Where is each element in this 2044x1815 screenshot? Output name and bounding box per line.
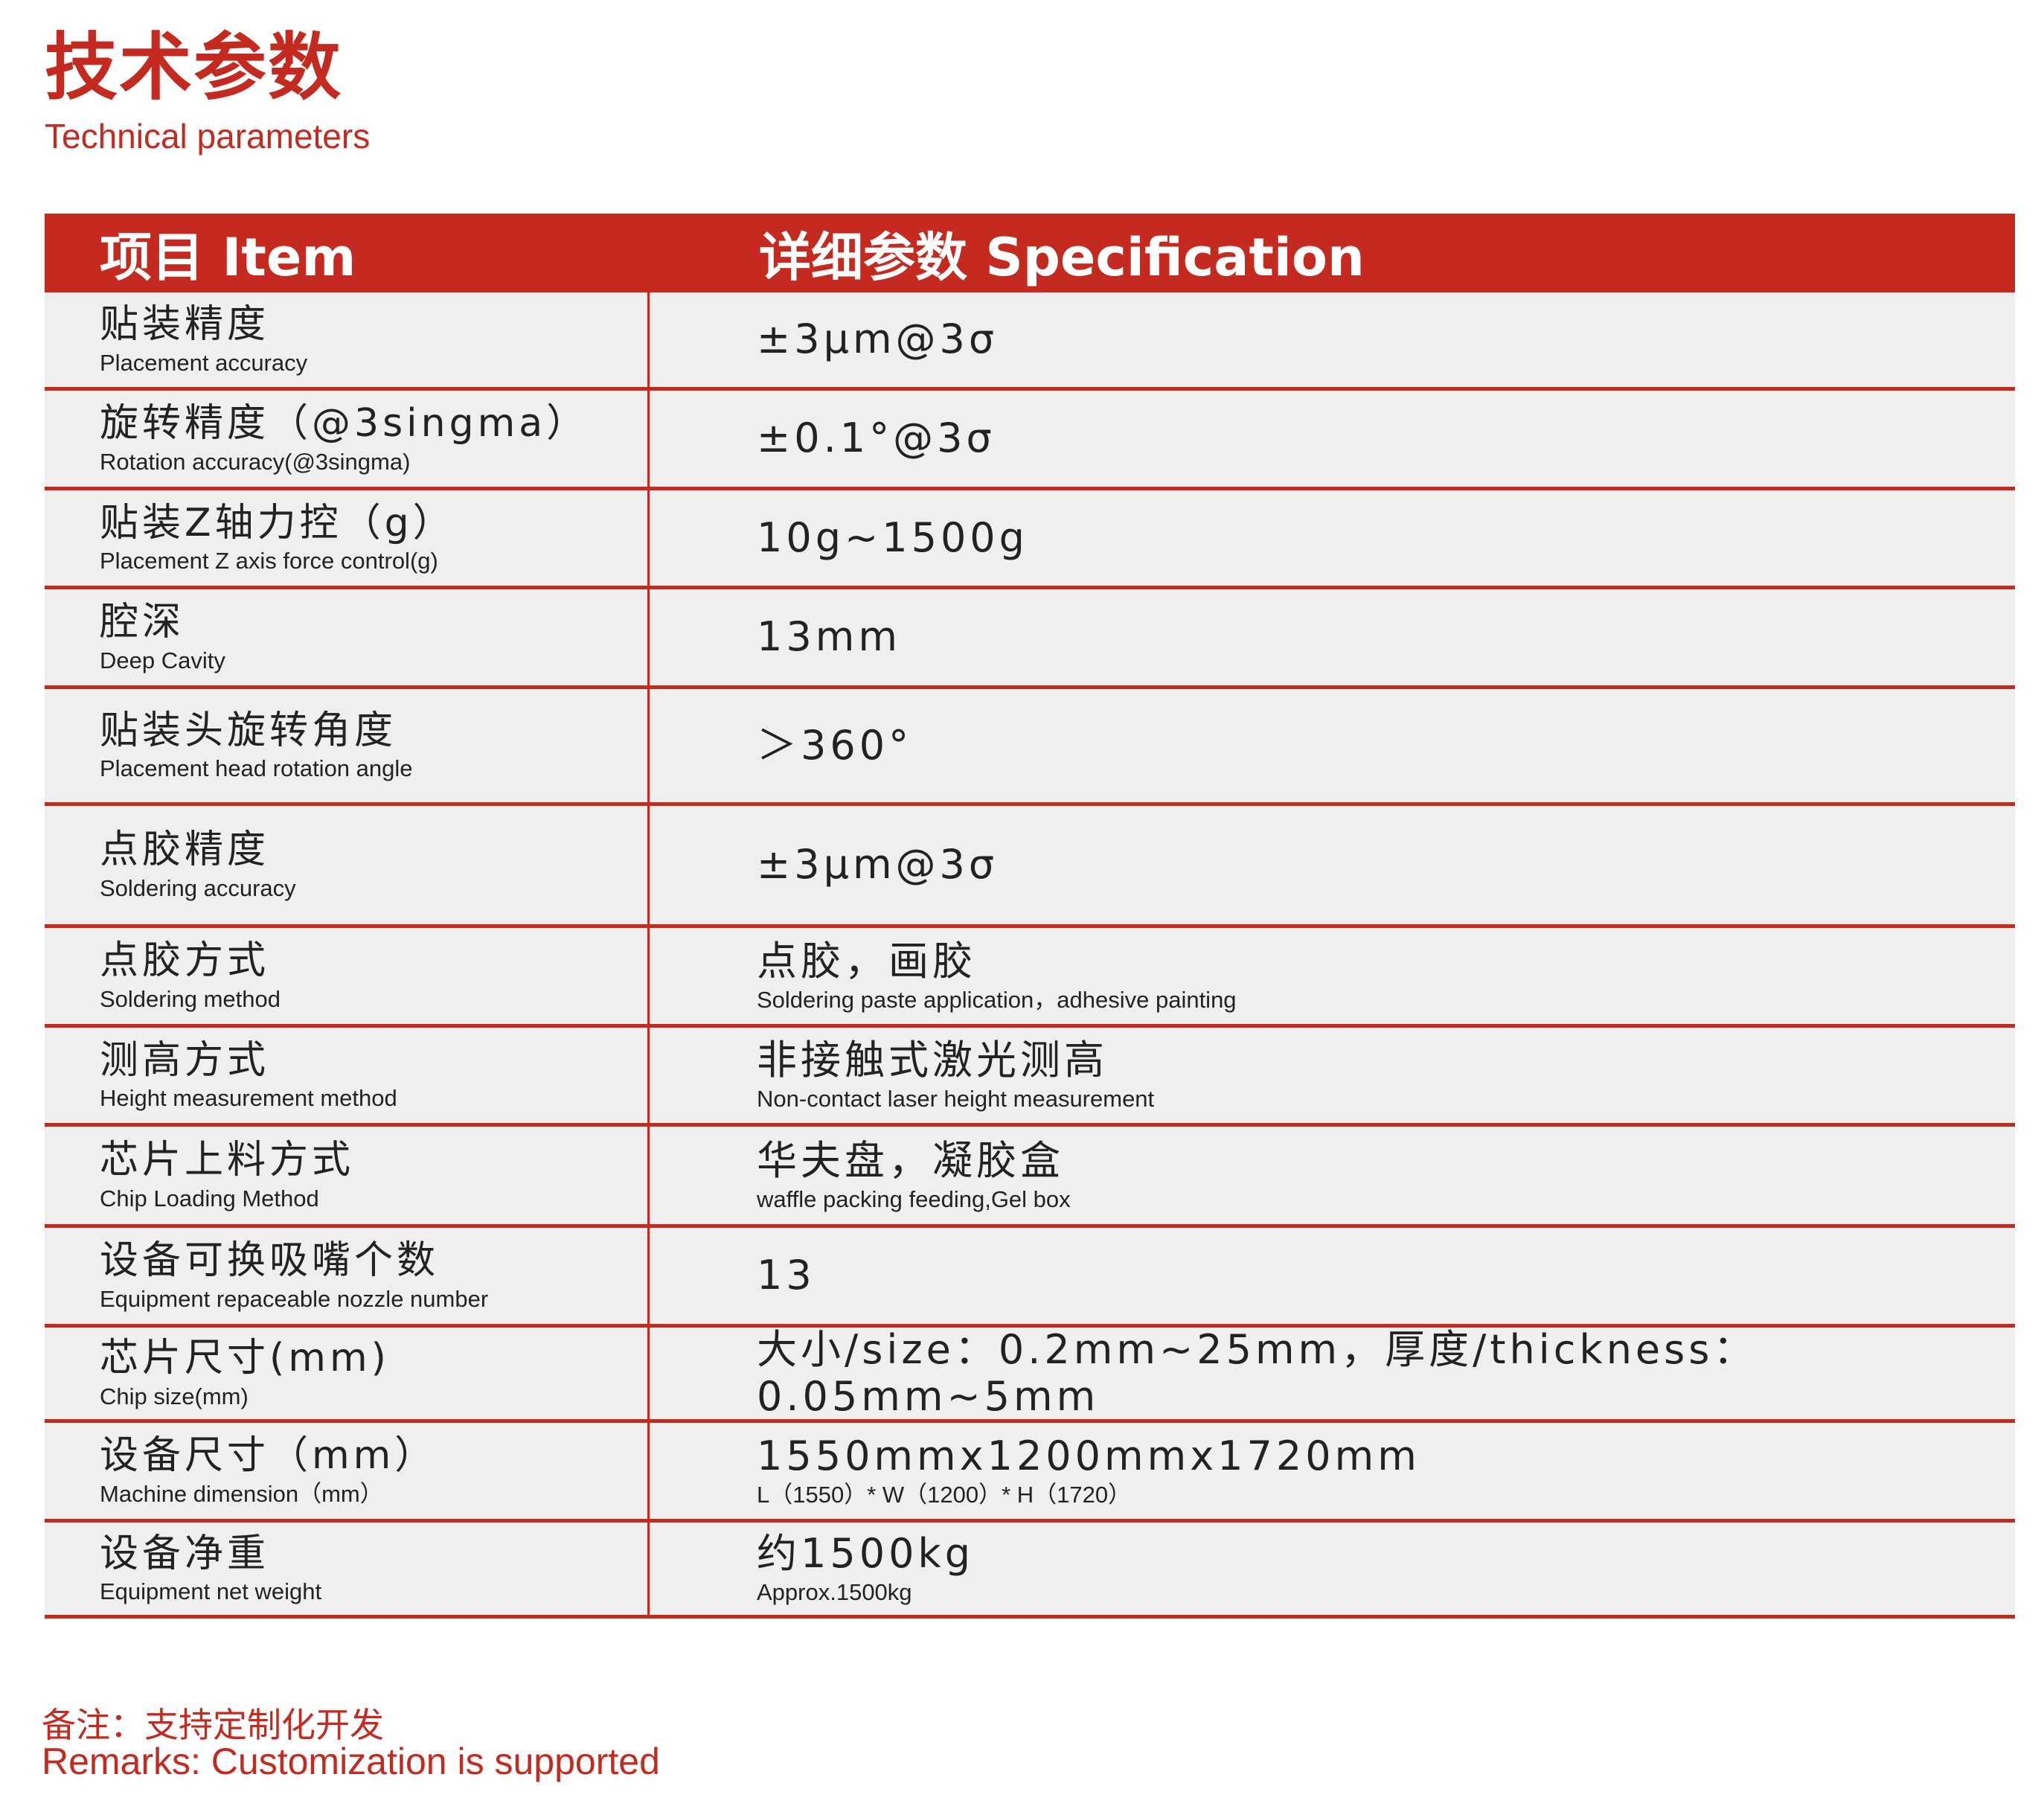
item-en: Equipment repaceable nozzle number	[100, 1285, 489, 1312]
item-cn: 贴装Z轴力控（g）	[100, 500, 455, 545]
value-main: ＞360°	[757, 721, 913, 769]
item-cell: 贴装Z轴力控（g） Placement Z axis force control(…	[45, 490, 650, 586]
value-main: 约1500kg	[757, 1530, 974, 1578]
value-main: 13mm	[757, 613, 901, 661]
table-header: 项目 Item 详细参数 Specification	[45, 214, 2015, 292]
value-main: 点胶，画胶	[757, 937, 976, 985]
value-main: 13	[757, 1252, 816, 1299]
item-en: Machine dimension（mm）	[100, 1480, 383, 1507]
item-cn: 测高方式	[100, 1037, 270, 1083]
value-en: L（1550）* W（1200）* H（1720）	[757, 1481, 1132, 1508]
value-main: ±0.1°@3σ	[757, 414, 996, 462]
value-cell: ±3μm@3σ	[650, 806, 2015, 924]
remark-en: Remarks: Customization is supported	[42, 1741, 660, 1782]
table-row: 贴装Z轴力控（g） Placement Z axis force control(…	[45, 490, 2015, 589]
value-cell: 13mm	[650, 589, 2015, 685]
item-en: Equipment net weight	[100, 1578, 322, 1605]
item-cn: 贴装头旋转角度	[100, 708, 397, 753]
item-cn: 点胶精度	[100, 828, 270, 872]
table-row: 贴装精度 Placement accuracy ±3μm@3σ	[45, 292, 2015, 391]
value-cell: ±3μm@3σ	[650, 292, 2015, 387]
value-cell: 10g~1500g	[650, 490, 2015, 586]
value-en: waffle packing feeding,Gel box	[757, 1185, 1071, 1212]
table-row: 设备净重 Equipment net weight 约1500kg Approx.15…	[45, 1523, 2015, 1619]
value-cell: ＞360°	[650, 689, 2015, 802]
item-en: Placement Z axis force control(g)	[100, 548, 438, 574]
value-main: 华夫盘，凝胶盒	[757, 1136, 1064, 1184]
item-cell: 点胶精度 Soldering accuracy	[45, 806, 650, 924]
value-main: 10g~1500g	[757, 513, 1028, 561]
item-cell: 设备净重 Equipment net weight	[45, 1523, 650, 1615]
item-cn: 设备可换吸嘴个数	[100, 1238, 440, 1283]
table-row: 旋转精度（@3singma） Rotation accuracy(@3singma…	[45, 391, 2015, 490]
table-row: 芯片尺寸(mm) Chip size(mm) 大小/size：0.2mm~25mm，…	[45, 1326, 2015, 1423]
item-cn: 腔深	[100, 600, 185, 644]
item-cn: 旋转精度（@3singma）	[100, 401, 589, 446]
table-row: 设备可换吸嘴个数 Equipment repaceable nozzle numb…	[45, 1228, 2015, 1328]
item-cell: 腔深 Deep Cavity	[45, 589, 650, 685]
table-row: 腔深 Deep Cavity 13mm	[45, 589, 2015, 689]
value-cell: ±0.1°@3σ	[650, 391, 2015, 487]
item-cn: 设备净重	[100, 1531, 270, 1576]
page-subtitle: Technical parameters	[45, 117, 371, 156]
page-title: 技术参数	[45, 25, 343, 110]
item-cell: 芯片上料方式 Chip Loading Method	[45, 1127, 650, 1224]
value-main: 大小/size：0.2mm~25mm，厚度/thickness：0.05mm~5…	[757, 1326, 1758, 1420]
value-cell: 约1500kg Approx.1500kg	[650, 1523, 2015, 1615]
item-cell: 设备尺寸（mm） Machine dimension（mm）	[45, 1423, 650, 1519]
header-specification: 详细参数 Specification	[759, 226, 1365, 288]
value-main: 非接触式激光测高	[757, 1037, 1108, 1084]
table-row: 设备尺寸（mm） Machine dimension（mm） 1550mmx1200…	[45, 1423, 2015, 1523]
item-en: Soldering method	[100, 985, 281, 1012]
item-cell: 设备可换吸嘴个数 Equipment repaceable nozzle numb…	[45, 1228, 650, 1324]
table-row: 点胶方式 Soldering method 点胶，画胶 Soldering paste…	[45, 928, 2015, 1028]
remark-cn: 备注：支持定制化开发	[42, 1705, 384, 1745]
item-en: Soldering accuracy	[100, 874, 296, 901]
value-en: Non-contact laser height measurement	[757, 1086, 1155, 1113]
spec-table: 项目 Item 详细参数 Specification 贴装精度 Placement…	[45, 214, 2015, 1619]
item-cn: 芯片上料方式	[100, 1138, 355, 1182]
value-en: Soldering paste application，adhesive pai…	[757, 986, 1237, 1013]
value-main: 1550mmx1200mmx1720mm	[757, 1432, 1420, 1479]
item-cell: 贴装头旋转角度 Placement head rotation angle	[45, 689, 650, 802]
header-item: 项目 Item	[100, 226, 356, 288]
value-en: Approx.1500kg	[757, 1579, 912, 1606]
value-cell: 13	[650, 1228, 2015, 1324]
value-cell: 大小/size：0.2mm~25mm，厚度/thickness：0.05mm~5…	[650, 1326, 2015, 1420]
item-en: Chip Loading Method	[100, 1185, 319, 1211]
value-cell: 点胶，画胶 Soldering paste application，adhesiv…	[650, 928, 2015, 1024]
value-main: ±3μm@3σ	[757, 316, 999, 363]
item-en: Rotation accuracy(@3singma)	[100, 448, 411, 475]
item-cell: 旋转精度（@3singma） Rotation accuracy(@3singma…	[45, 391, 650, 487]
item-cn: 设备尺寸（mm）	[100, 1433, 438, 1478]
item-en: Placement accuracy	[100, 349, 308, 376]
table-row: 芯片上料方式 Chip Loading Method 华夫盘，凝胶盒 waffle p…	[45, 1127, 2015, 1228]
value-main: ±3μm@3σ	[757, 841, 999, 889]
item-en: Height measurement method	[100, 1085, 397, 1112]
item-cn: 芯片尺寸(mm)	[100, 1336, 390, 1380]
item-cell: 贴装精度 Placement accuracy	[45, 292, 650, 387]
item-en: Chip size(mm)	[100, 1383, 249, 1409]
item-cn: 点胶方式	[100, 938, 270, 983]
item-cell: 测高方式 Height measurement method	[45, 1028, 650, 1123]
table-row: 贴装头旋转角度 Placement head rotation angle ＞360…	[45, 689, 2015, 806]
item-en: Placement head rotation angle	[100, 755, 413, 782]
value-cell: 非接触式激光测高 Non-contact laser height measure…	[650, 1028, 2015, 1123]
table-row: 测高方式 Height measurement method 非接触式激光测高 Non…	[45, 1028, 2015, 1127]
item-en: Deep Cavity	[100, 647, 225, 673]
item-cn: 贴装精度	[100, 302, 270, 347]
item-cell: 芯片尺寸(mm) Chip size(mm)	[45, 1328, 650, 1419]
item-cell: 点胶方式 Soldering method	[45, 928, 650, 1024]
value-cell: 华夫盘，凝胶盒 waffle packing feeding,Gel box	[650, 1127, 2015, 1224]
value-cell: 1550mmx1200mmx1720mm L（1550）* W（1200）* H（…	[650, 1423, 2015, 1519]
table-row: 点胶精度 Soldering accuracy ±3μm@3σ	[45, 806, 2015, 928]
